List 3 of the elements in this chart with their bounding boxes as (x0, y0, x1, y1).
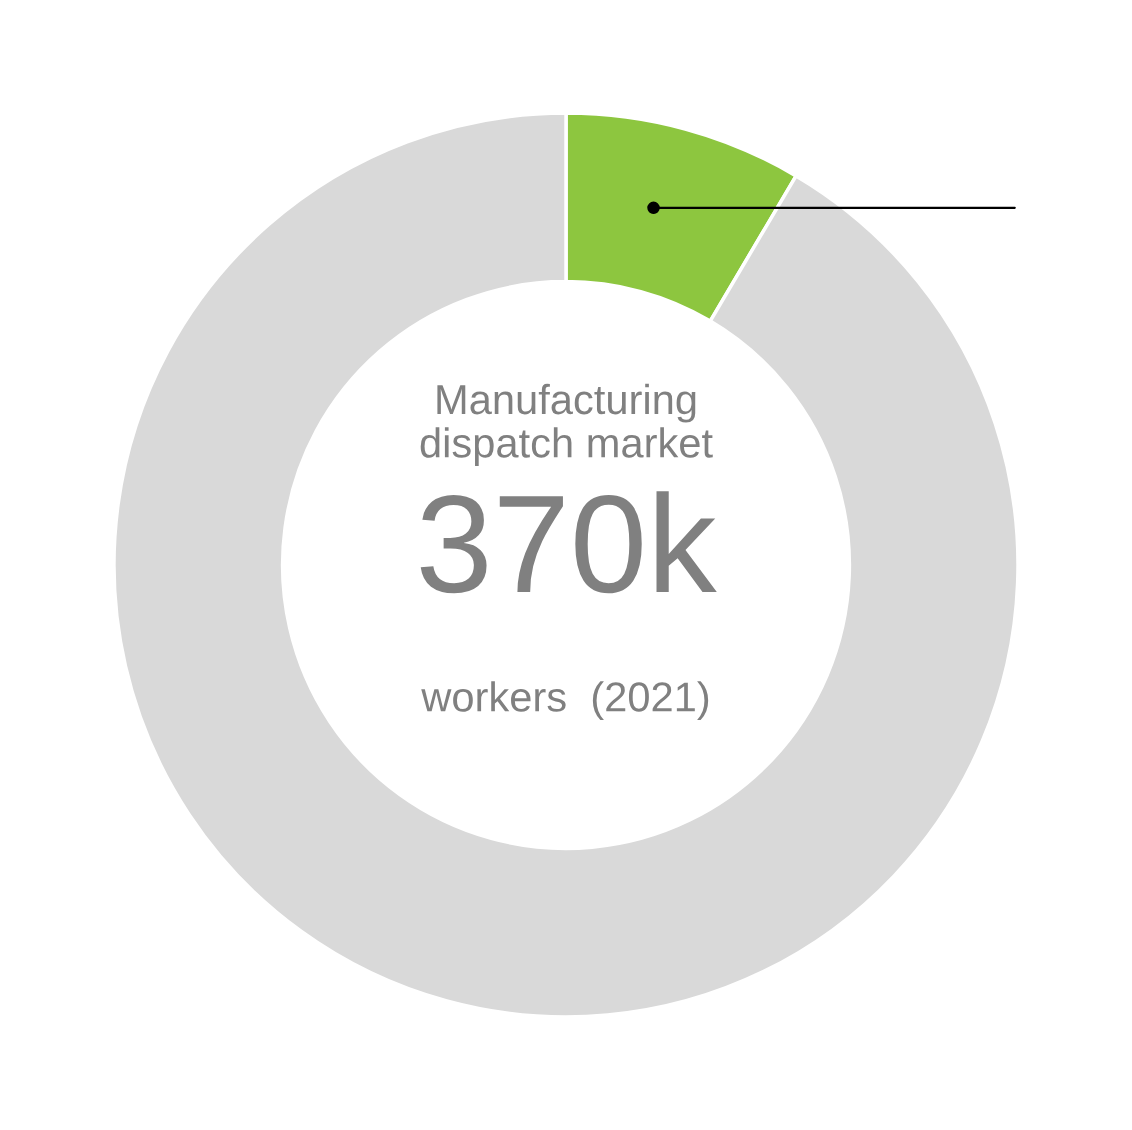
text: 370k (420, 491, 717, 594)
text: workers (2021) (421, 681, 709, 720)
text: Manufacturing dispatch market (420, 383, 713, 466)
